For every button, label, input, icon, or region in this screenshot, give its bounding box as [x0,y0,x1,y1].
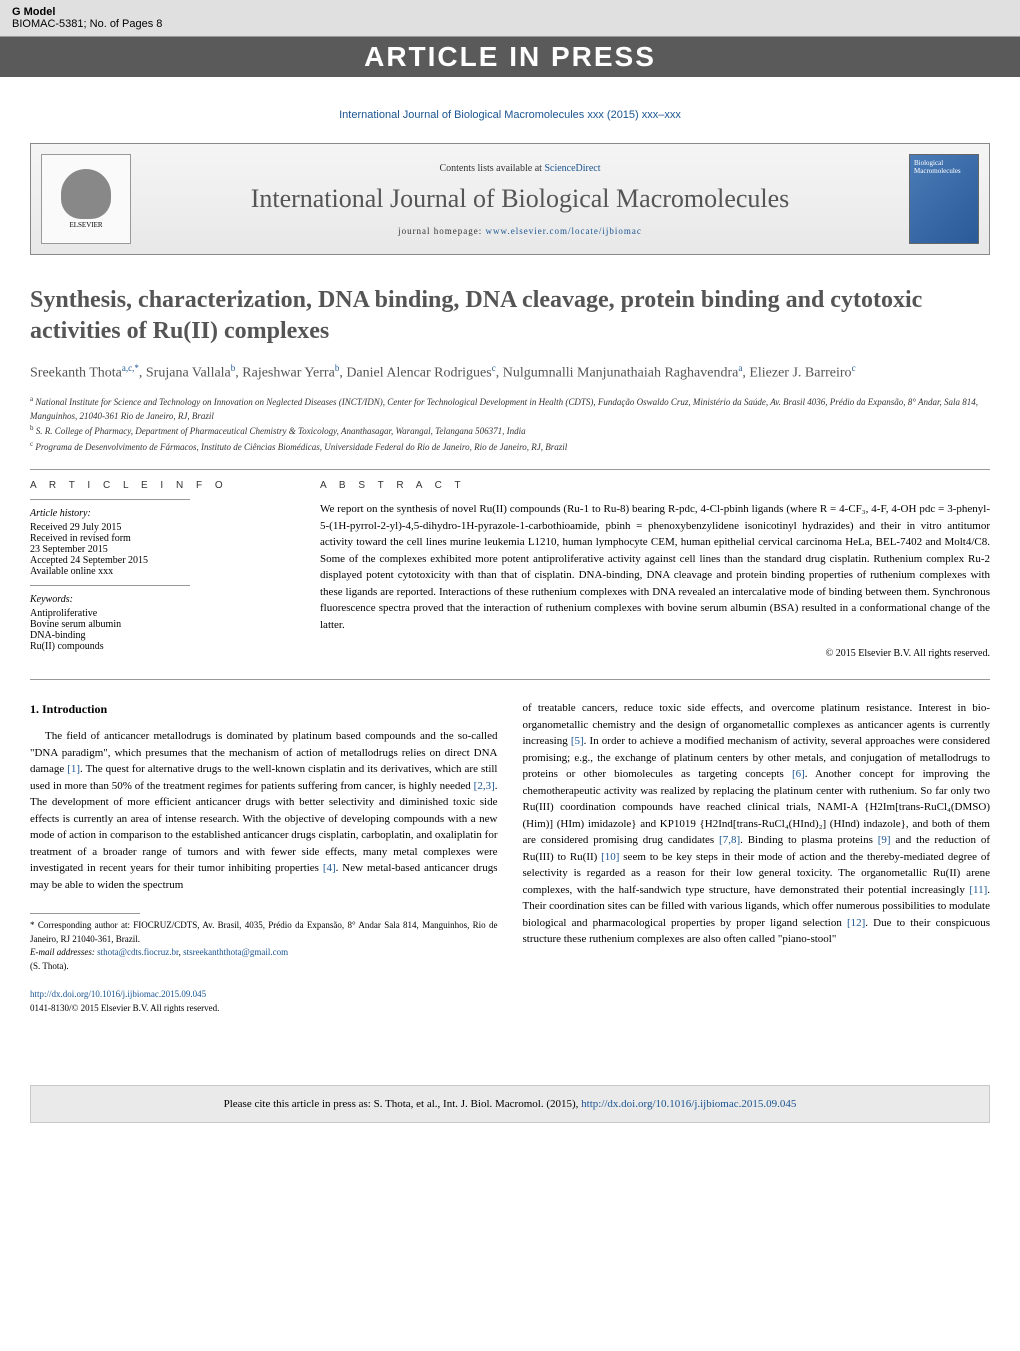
ref-link[interactable]: [7,8] [719,834,740,846]
author-initials: (S. Thota). [30,960,498,974]
homepage-link[interactable]: www.elsevier.com/locate/ijbiomac [486,226,642,236]
ref-link[interactable]: [4] [323,862,336,874]
affiliation-b: b S. R. College of Pharmacy, Department … [30,423,990,439]
journal-homepage: journal homepage: www.elsevier.com/locat… [131,226,909,236]
revised-line2: 23 September 2015 [30,544,290,555]
right-column: of treatable cancers, reduce toxic side … [523,700,991,1015]
ref-link[interactable]: [11] [969,884,987,896]
article-in-press-banner: ARTICLE IN PRESS [0,37,1020,77]
footnotes: * Corresponding author at: FIOCRUZ/CDTS,… [30,919,498,973]
contents-prefix: Contents lists available at [439,163,544,174]
info-separator [30,499,190,500]
article-info-block: A R T I C L E I N F O Article history: R… [30,480,290,659]
abstract-copyright: © 2015 Elsevier B.V. All rights reserved… [320,648,990,659]
ref-link[interactable]: [5] [571,735,584,747]
abstract-block: A B S T R A C T We report on the synthes… [320,480,990,659]
keyword-4: Ru(II) compounds [30,641,290,652]
body-two-column: 1. Introduction The field of anticancer … [30,700,990,1015]
affiliations: a National Institute for Science and Tec… [30,394,990,454]
article-info-heading: A R T I C L E I N F O [30,480,290,491]
received-date: Received 29 July 2015 [30,522,290,533]
accepted-date: Accepted 24 September 2015 [30,555,290,566]
contents-line: Contents lists available at ScienceDirec… [131,163,909,174]
gmodel-left: G Model BIOMAC-5381; No. of Pages 8 [12,6,162,30]
cite-doi-link[interactable]: http://dx.doi.org/10.1016/j.ijbiomac.201… [581,1098,796,1110]
abstract-text: We report on the synthesis of novel Ru(I… [320,501,990,633]
cite-prefix: Please cite this article in press as: S.… [224,1098,582,1110]
affiliation-a: a National Institute for Science and Tec… [30,394,990,423]
ref-link[interactable]: [12] [847,917,865,929]
doi-block: http://dx.doi.org/10.1016/j.ijbiomac.201… [30,988,498,1015]
history-label: Article history: [30,508,290,519]
separator [30,469,990,470]
footnote-separator [30,913,140,914]
journal-header: ELSEVIER Contents lists available at Sci… [30,143,990,255]
intro-paragraph-2: of treatable cancers, reduce toxic side … [523,700,991,948]
elsevier-logo: ELSEVIER [41,154,131,244]
homepage-label: journal homepage: [398,226,485,236]
journal-header-center: Contents lists available at ScienceDirec… [131,163,909,236]
section-1-heading: 1. Introduction [30,700,498,718]
gmodel-label: G Model [12,6,162,18]
intro-paragraph-1: The field of anticancer metallodrugs is … [30,728,498,893]
email-line: E-mail addresses: sthota@cdts.fiocruz.br… [30,946,498,960]
issn-copyright: 0141-8130/© 2015 Elsevier B.V. All right… [30,1002,498,1016]
keyword-1: Antiproliferative [30,608,290,619]
gmodel-header: G Model BIOMAC-5381; No. of Pages 8 [0,0,1020,37]
sciencedirect-link[interactable]: ScienceDirect [544,163,600,174]
abstract-heading: A B S T R A C T [320,480,990,491]
email-link-1[interactable]: sthota@cdts.fiocruz.br [97,947,178,957]
journal-reference: International Journal of Biological Macr… [30,97,990,133]
full-separator [30,679,990,680]
online-date: Available online xxx [30,566,290,577]
journal-cover-thumbnail: Biological Macromolecules [909,154,979,244]
revised-line1: Received in revised form [30,533,290,544]
authors-list: Sreekanth Thotaa,c,*, Srujana Vallalab, … [30,362,990,384]
keyword-2: Bovine serum albumin [30,619,290,630]
email-link-2[interactable]: stsreekanththota@gmail.com [183,947,288,957]
ref-link[interactable]: [2,3] [474,780,495,792]
cover-text: Biological Macromolecules [914,159,974,175]
affiliation-c: c Programa de Desenvolvimento de Fármaco… [30,439,990,455]
ref-link[interactable]: [10] [601,851,619,863]
elsevier-text: ELSEVIER [69,221,102,229]
journal-name: International Journal of Biological Macr… [131,184,909,214]
gmodel-code: BIOMAC-5381; No. of Pages 8 [12,18,162,30]
info-separator-2 [30,585,190,586]
ref-link[interactable]: [6] [792,768,805,780]
email-label: E-mail addresses: [30,947,97,957]
ref-link[interactable]: [9] [878,834,891,846]
corresponding-author: * Corresponding author at: FIOCRUZ/CDTS,… [30,919,498,946]
ref-link[interactable]: [1] [67,763,80,775]
keyword-3: DNA-binding [30,630,290,641]
info-abstract-row: A R T I C L E I N F O Article history: R… [30,480,990,659]
elsevier-tree-icon [61,169,111,219]
keywords-label: Keywords: [30,594,290,605]
page-container: International Journal of Biological Macr… [0,77,1020,1035]
doi-link[interactable]: http://dx.doi.org/10.1016/j.ijbiomac.201… [30,989,206,999]
cite-this-article-box: Please cite this article in press as: S.… [30,1085,990,1123]
left-column: 1. Introduction The field of anticancer … [30,700,498,1015]
article-title: Synthesis, characterization, DNA binding… [30,285,990,347]
